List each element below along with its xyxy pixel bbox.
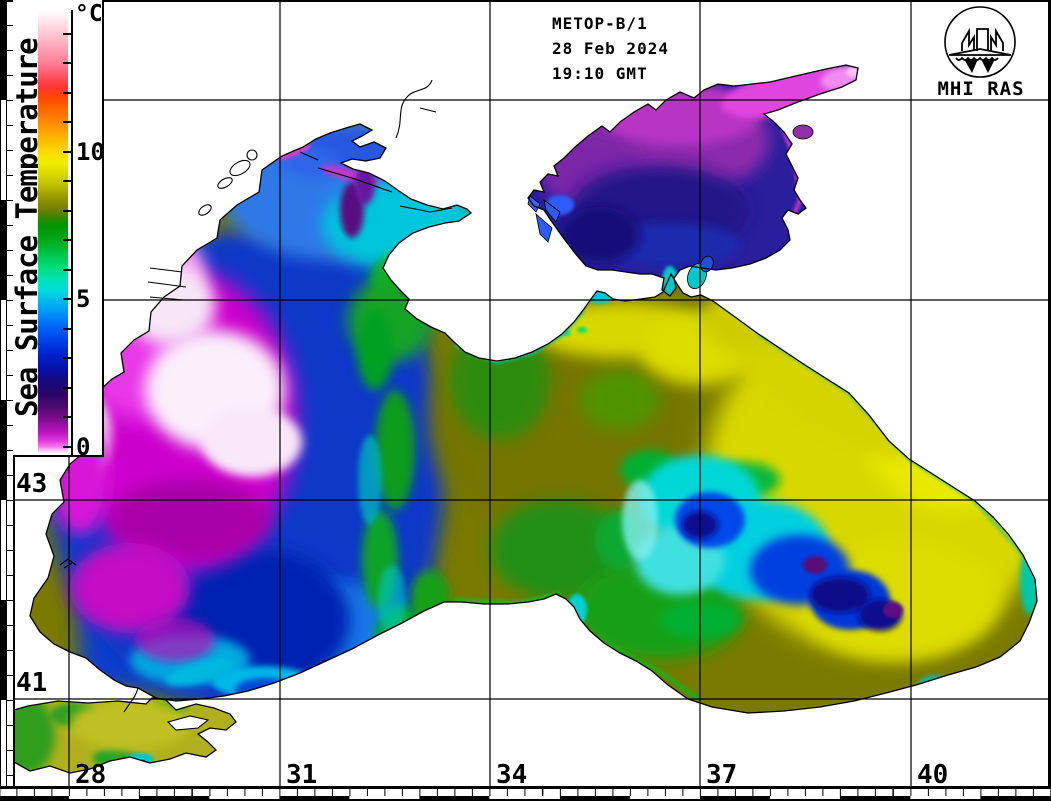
longitude-label: 31 — [286, 760, 318, 790]
latitude-minute-ticks — [6, 0, 14, 787]
longitude-label: 28 — [75, 760, 107, 790]
mhi-ras-emblem-icon — [944, 6, 1016, 78]
colorbar-title: Sea Surface Temperature — [10, 38, 44, 418]
colorbar-tick — [63, 209, 72, 212]
mhi-ras-label: MHI RAS — [937, 78, 1025, 100]
colorbar-tick-label: 10 — [76, 137, 105, 166]
colorbar-gradient — [38, 10, 68, 453]
colorbar-tick — [63, 150, 72, 153]
longitude-label: 37 — [706, 760, 738, 790]
colorbar-axis — [71, 10, 73, 455]
longitude-label: 34 — [496, 760, 528, 790]
latitude-label: 43 — [16, 469, 48, 499]
colorbar-tick-label: 0 — [76, 433, 91, 461]
longitude-degree-bars — [0, 796, 1051, 801]
latitude-label: 41 — [16, 668, 48, 698]
map-frame-bottom — [0, 786, 1051, 788]
colorbar-tick — [63, 91, 72, 94]
longitude-label: 40 — [917, 760, 949, 790]
latitude-degree-bars — [0, 0, 7, 787]
longitude-edge-scale — [0, 787, 1051, 801]
colorbar-tick — [63, 180, 72, 183]
colorbar-tick — [63, 32, 72, 35]
small-water-bodies — [527, 124, 814, 289]
map-frame-right — [1048, 0, 1051, 787]
acquisition-info: METOP-B/1 28 Feb 2024 19:10 GMT — [552, 16, 669, 91]
colorbar-tick — [63, 386, 72, 389]
colorbar-panel: Sea Surface Temperature °C 10 5 0 — [10, 0, 105, 461]
colorbar-tick — [63, 416, 72, 419]
satellite-name: METOP-B/1 — [552, 14, 648, 33]
colorbar-tick — [63, 357, 72, 360]
mhi-ras-logo: MHI RAS — [936, 4, 1026, 100]
colorbar-tick — [63, 446, 72, 448]
colorbar-tick-label: 5 — [76, 285, 91, 314]
map-frame-top — [0, 0, 1051, 2]
acquisition-date: 28 Feb 2024 — [552, 39, 669, 58]
colorbar-tick — [63, 62, 72, 65]
colorbar-tick — [63, 239, 72, 242]
colorbar-tick — [63, 327, 72, 330]
graticule-lines — [14, 1, 1049, 786]
colorbar-tick — [63, 121, 72, 124]
colorbar-unit-label: °C — [75, 1, 103, 27]
image-bottom-edge — [0, 799, 1051, 801]
land-detail-lines — [59, 79, 453, 731]
colorbar-tick — [63, 268, 72, 271]
colorbar-tick — [63, 298, 72, 301]
acquisition-time: 19:10 GMT — [552, 64, 648, 83]
